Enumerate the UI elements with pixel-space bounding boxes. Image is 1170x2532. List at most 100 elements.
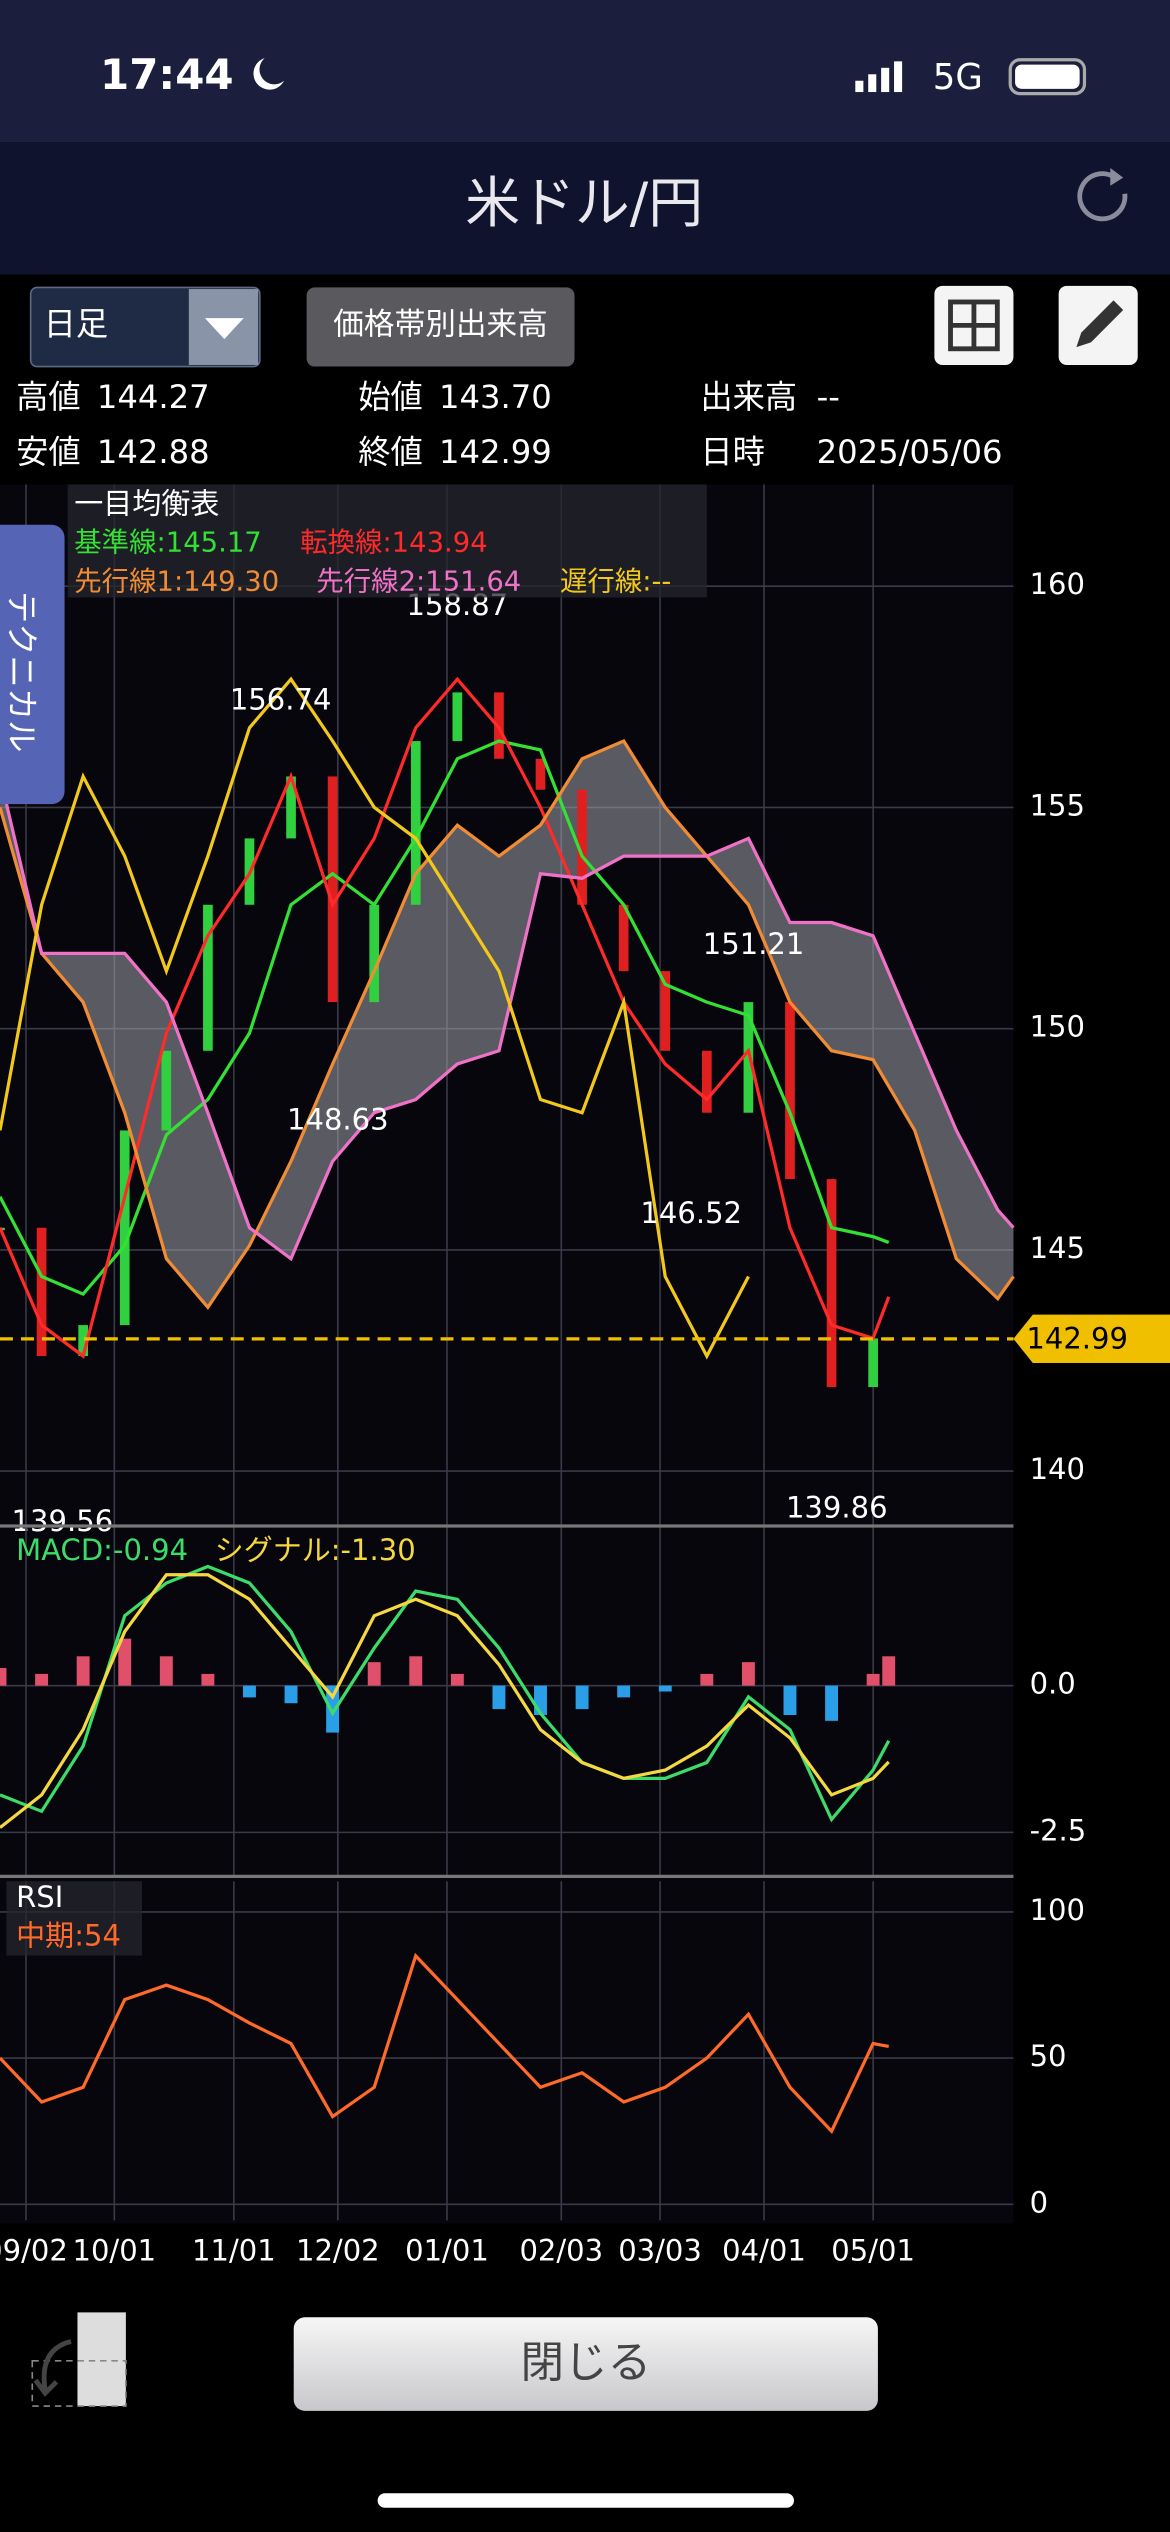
volume-profile-label: 価格帯別出来高 <box>333 308 548 343</box>
extreme-label: 151.21 <box>703 927 805 961</box>
refresh-button[interactable] <box>1077 167 1128 222</box>
candle <box>452 692 463 742</box>
technical-tab[interactable]: テクニカル <box>0 524 65 805</box>
candle <box>203 904 213 1051</box>
indicator-line <box>0 1952 890 2135</box>
candle <box>286 776 296 839</box>
plot-background <box>0 484 1014 2224</box>
y-tick-label: 0 <box>1030 2185 1048 2219</box>
technical-tab-label: テクニカル <box>2 591 40 752</box>
y-tick-label: 160 <box>1030 567 1085 601</box>
legend-entry: 先行線2:151.64 <box>316 566 521 597</box>
indicator-line <box>0 739 1015 1311</box>
candle <box>577 789 587 905</box>
histogram-bar <box>326 1685 340 1733</box>
last-price-tag <box>1013 1314 1170 1364</box>
volume-profile-button[interactable]: 価格帯別出来高 <box>306 287 575 367</box>
info-label: 安値 <box>16 433 81 471</box>
status-time: 17:44 <box>100 50 234 99</box>
histogram-bar <box>825 1685 839 1721</box>
histogram-bar <box>741 1662 755 1686</box>
histogram-bar <box>243 1685 256 1698</box>
x-tick-label: 10/01 <box>72 2234 156 2268</box>
plot: 140145150155160142.99139.56156.74158.871… <box>0 484 1170 2268</box>
candle <box>36 1227 47 1357</box>
histogram-bar <box>409 1656 423 1686</box>
indicator-line <box>0 739 890 1297</box>
x-tick-label: 04/01 <box>722 2234 806 2268</box>
info-value: 144.27 <box>97 378 210 416</box>
info-label: 日時 <box>700 433 765 471</box>
histogram-bar <box>882 1656 896 1686</box>
period-label: 日足 <box>44 305 109 343</box>
info-panel: 高値 144.27 始値 143.70 出来高 -- 安値 142.88 終値 142.99 日時 2… <box>16 378 1002 471</box>
legend-entry: 転換線:143.94 <box>300 528 488 559</box>
histogram-bar <box>76 1656 90 1686</box>
candle <box>161 1050 172 1131</box>
info-label: 始値 <box>358 378 423 416</box>
x-tick-label: 03/03 <box>618 2234 702 2268</box>
battery <box>1008 58 1087 96</box>
histogram-bar <box>118 1638 132 1686</box>
y-tick-label: -2.5 <box>1030 1813 1087 1847</box>
indicator-line <box>0 676 750 1360</box>
candle <box>660 971 671 1051</box>
histogram-bar <box>0 1668 7 1686</box>
candle <box>826 1179 837 1388</box>
cloud <box>0 741 1014 1308</box>
extreme-label: 156.74 <box>230 682 332 716</box>
legend-entry: シグナル:-1.30 <box>215 1533 416 1567</box>
candle <box>868 1338 878 1388</box>
header <box>0 142 1170 275</box>
histogram-bar <box>35 1673 49 1686</box>
draw-button[interactable] <box>1058 285 1138 365</box>
close-button[interactable]: 閉じる <box>293 2317 878 2411</box>
info-value: 142.88 <box>97 433 210 471</box>
histogram-bar <box>367 1662 381 1686</box>
layout-button[interactable] <box>934 285 1014 365</box>
candle <box>78 1325 88 1357</box>
candle <box>785 1002 795 1180</box>
period-dropdown[interactable]: 日足 <box>29 286 261 368</box>
undo-button[interactable] <box>31 2312 127 2407</box>
x-tick-label: 05/01 <box>831 2234 915 2268</box>
moon-icon <box>253 58 285 90</box>
histogram-bar <box>159 1656 173 1686</box>
y-tick-label: 100 <box>1030 1893 1085 1927</box>
histogram-bar <box>783 1685 797 1715</box>
histogram-bar <box>284 1685 298 1704</box>
y-tick-label: 50 <box>1030 2039 1067 2073</box>
legend-entry: MACD:-0.94 <box>16 1533 188 1567</box>
info-label: 出来高 <box>700 378 797 416</box>
indicator-line <box>0 1573 890 1829</box>
histogram-bar <box>201 1673 215 1686</box>
chart-title: 一目均衡表 <box>74 486 219 520</box>
info-label: 終値 <box>358 433 423 471</box>
y-tick-label: 155 <box>1030 788 1085 822</box>
header-title: 米ドル/円 <box>465 171 703 235</box>
histogram-bar <box>450 1673 464 1686</box>
chart-title: RSI <box>16 1880 63 1914</box>
x-tick-label: 01/01 <box>405 2234 489 2268</box>
candle <box>701 1050 712 1113</box>
legend-entry: 遅行線:-- <box>560 566 671 597</box>
indicator-line <box>0 776 1015 1262</box>
legend-background <box>6 1881 143 1956</box>
extreme-label: 139.56 <box>12 1504 114 1538</box>
info-value: 142.99 <box>439 433 552 471</box>
extreme-label: 139.86 <box>786 1491 888 1525</box>
histogram-bar <box>575 1685 589 1710</box>
candle <box>410 741 421 905</box>
y-tick-label: 145 <box>1030 1231 1085 1265</box>
histogram-bar <box>492 1685 506 1710</box>
info-value: 2025/05/06 <box>817 433 1003 471</box>
last-price-label: 142.99 <box>1026 1321 1128 1355</box>
info-value: -- <box>817 378 840 416</box>
y-tick-label: 0.0 <box>1030 1667 1076 1701</box>
network: 5G <box>933 57 983 98</box>
histogram-bar <box>700 1673 714 1686</box>
legend-entry: 基準線:145.17 <box>74 528 262 559</box>
legend-entry: 先行線1:149.30 <box>74 566 279 597</box>
candle <box>369 904 380 1003</box>
